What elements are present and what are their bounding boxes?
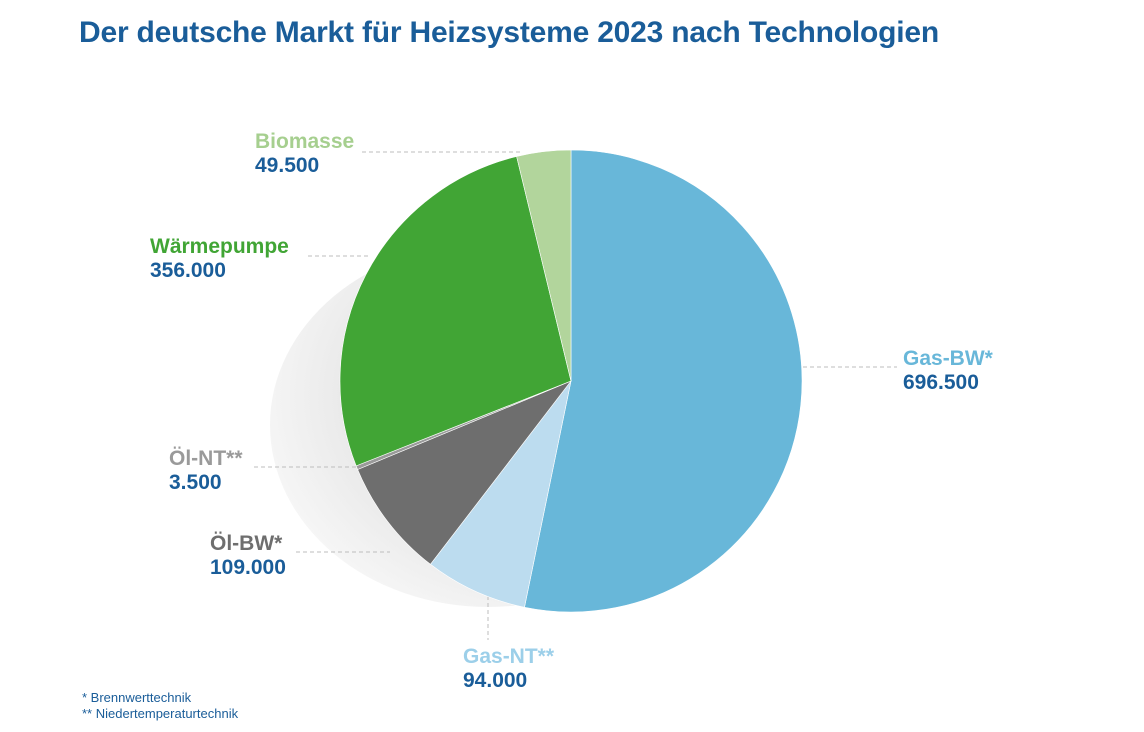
slice-value-4: 356.000 [150, 258, 226, 282]
slice-name-0: Gas-BW* [903, 347, 993, 370]
slice-label-1: Gas-NT** 94.000 [463, 645, 554, 692]
footnotes: * Brennwerttechnik ** Niedertemperaturte… [82, 690, 238, 723]
pie-slice-4 [339, 156, 572, 467]
slice-value-5: 49.500 [255, 153, 320, 177]
pie-slice-2 [357, 380, 572, 565]
pie-slice-1 [429, 380, 572, 608]
slice-label-3: Öl-NT** 3.500 [169, 447, 243, 494]
slice-value-3: 3.500 [169, 470, 222, 494]
slice-name-3: Öl-NT** [169, 447, 243, 470]
slice-value-2: 109.000 [210, 555, 286, 579]
slice-label-5: Biomasse 49.500 [255, 130, 354, 177]
slice-value-1: 94.000 [463, 668, 528, 692]
slice-label-4: Wärmepumpe 356.000 [150, 235, 289, 282]
slice-value-0: 696.500 [903, 370, 979, 394]
chart-title: Der deutsche Markt für Heizsysteme 2023 … [79, 16, 939, 49]
pie-slice-5 [516, 149, 572, 382]
footnote-niedertemperatur: ** Niedertemperaturtechnik [82, 706, 239, 722]
slice-name-5: Biomasse [255, 130, 355, 153]
slice-name-1: Gas-NT** [463, 645, 555, 668]
pie-slice-0 [524, 149, 803, 613]
slice-label-2: Öl-BW* 109.000 [210, 532, 286, 579]
slice-label-0: Gas-BW* 696.500 [903, 347, 993, 394]
slice-name-2: Öl-BW* [210, 532, 283, 555]
footnote-brennwert: * Brennwerttechnik [82, 690, 192, 705]
slice-name-4: Wärmepumpe [150, 235, 289, 258]
